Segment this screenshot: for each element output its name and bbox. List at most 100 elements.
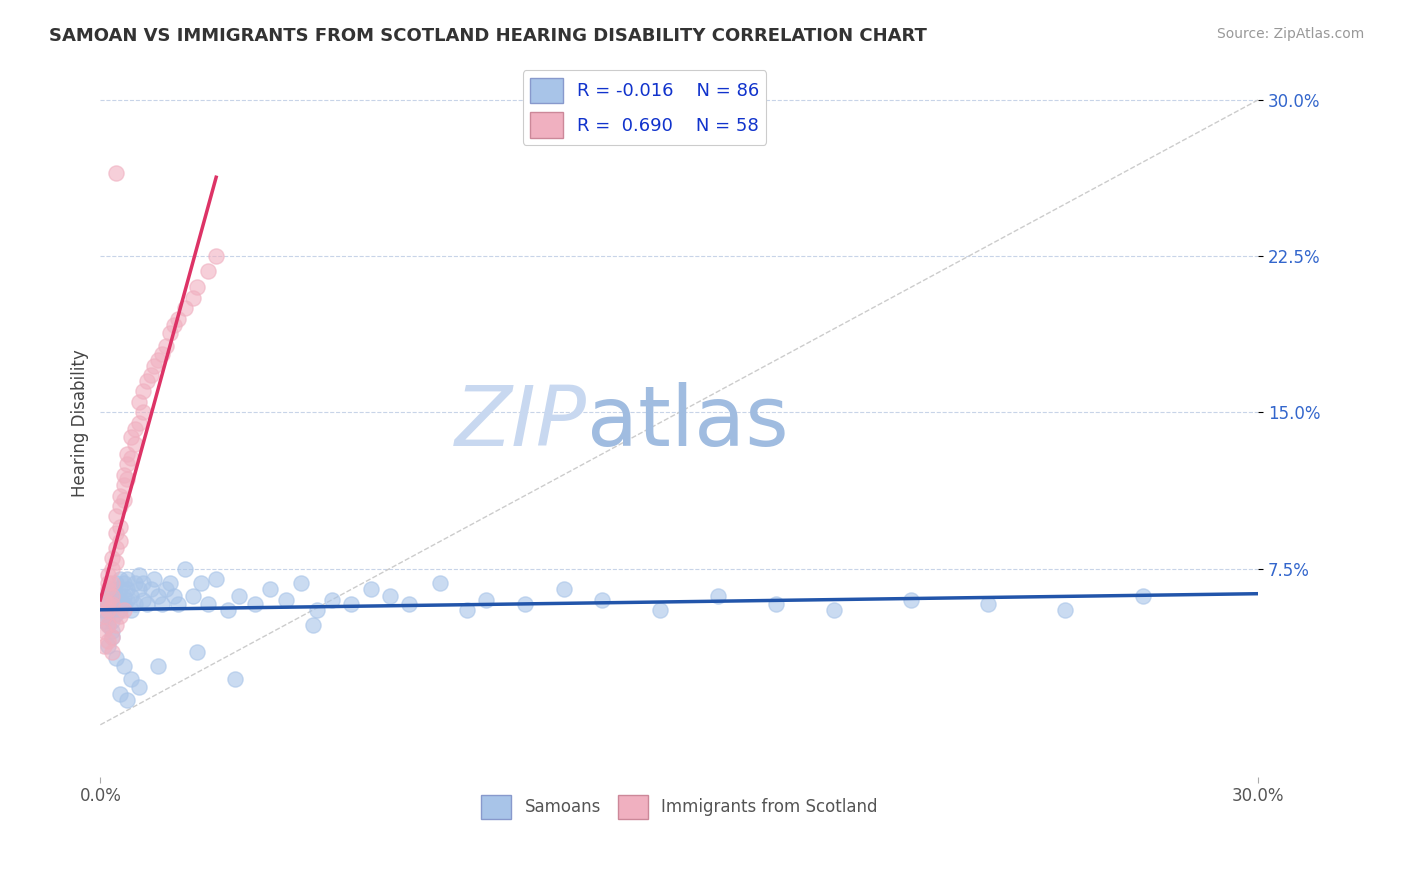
Point: [101, 582, 124, 597]
Point: [143, 359, 166, 374]
Point: [93, 592, 115, 607]
Point: [112, 576, 135, 591]
Point: [104, 576, 127, 591]
Point: [117, 447, 139, 461]
Point: [591, 592, 613, 607]
Point: [456, 603, 478, 617]
Point: [108, 582, 131, 597]
Point: [112, 589, 135, 603]
Point: [163, 318, 186, 332]
Point: [97, 603, 120, 617]
Point: [124, 597, 146, 611]
Point: [648, 603, 671, 617]
Point: [124, 576, 146, 591]
Text: Source: ZipAtlas.com: Source: ZipAtlas.com: [1216, 27, 1364, 41]
Point: [108, 609, 131, 624]
Point: [148, 589, 170, 603]
Point: [101, 589, 124, 603]
Point: [120, 451, 142, 466]
Point: [197, 263, 219, 277]
Point: [108, 592, 131, 607]
Point: [148, 659, 170, 673]
Point: [120, 603, 142, 617]
Point: [340, 597, 363, 611]
Point: [186, 645, 208, 659]
Point: [112, 478, 135, 492]
Point: [124, 422, 146, 436]
Point: [104, 651, 127, 665]
Point: [513, 597, 536, 611]
Point: [124, 436, 146, 450]
Point: [977, 597, 1000, 611]
Point: [1054, 603, 1077, 617]
Point: [120, 672, 142, 686]
Point: [101, 630, 124, 644]
Point: [128, 416, 150, 430]
Point: [101, 551, 124, 566]
Point: [429, 576, 451, 591]
Point: [139, 582, 162, 597]
Point: [228, 589, 250, 603]
Point: [117, 582, 139, 597]
Point: [117, 572, 139, 586]
Point: [378, 589, 401, 603]
Point: [197, 597, 219, 611]
Point: [101, 597, 124, 611]
Point: [205, 249, 228, 263]
Legend: Samoans, Immigrants from Scotland: Samoans, Immigrants from Scotland: [475, 789, 884, 825]
Point: [135, 597, 157, 611]
Point: [143, 572, 166, 586]
Point: [205, 572, 228, 586]
Point: [166, 597, 188, 611]
Point: [101, 592, 124, 607]
Point: [97, 582, 120, 597]
Point: [101, 645, 124, 659]
Point: [117, 472, 139, 486]
Point: [117, 592, 139, 607]
Point: [93, 603, 115, 617]
Point: [900, 592, 922, 607]
Point: [132, 576, 155, 591]
Point: [224, 672, 246, 686]
Point: [97, 639, 120, 653]
Point: [150, 347, 173, 361]
Point: [101, 630, 124, 644]
Point: [108, 534, 131, 549]
Point: [112, 467, 135, 482]
Point: [139, 368, 162, 382]
Point: [97, 576, 120, 591]
Point: [97, 597, 120, 611]
Point: [128, 680, 150, 694]
Point: [707, 589, 730, 603]
Point: [1132, 589, 1154, 603]
Point: [101, 561, 124, 575]
Point: [104, 526, 127, 541]
Point: [104, 555, 127, 569]
Point: [112, 492, 135, 507]
Point: [155, 338, 177, 352]
Point: [108, 489, 131, 503]
Point: [93, 592, 115, 607]
Text: atlas: atlas: [586, 382, 789, 463]
Point: [101, 603, 124, 617]
Point: [104, 541, 127, 555]
Point: [321, 592, 343, 607]
Point: [93, 639, 115, 653]
Point: [305, 603, 328, 617]
Point: [301, 617, 323, 632]
Point: [104, 509, 127, 524]
Point: [174, 301, 197, 315]
Point: [104, 617, 127, 632]
Point: [181, 291, 204, 305]
Point: [93, 624, 115, 638]
Point: [108, 520, 131, 534]
Point: [190, 576, 212, 591]
Text: ZIP: ZIP: [454, 382, 586, 463]
Point: [823, 603, 845, 617]
Point: [101, 624, 124, 638]
Point: [117, 693, 139, 707]
Point: [93, 614, 115, 628]
Point: [174, 561, 197, 575]
Point: [259, 582, 281, 597]
Point: [108, 687, 131, 701]
